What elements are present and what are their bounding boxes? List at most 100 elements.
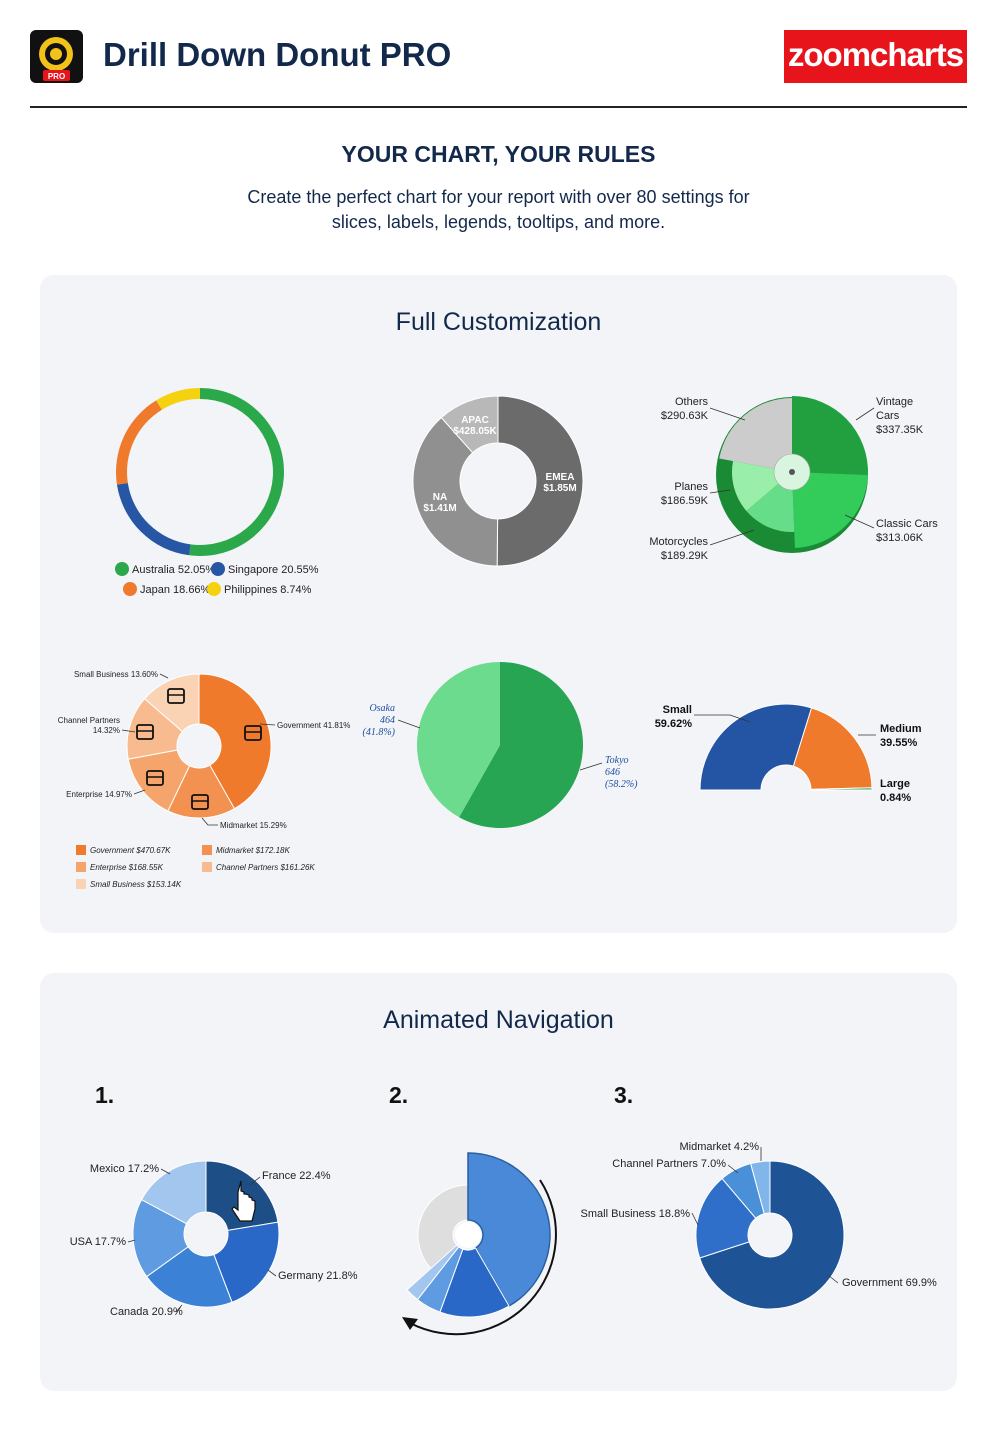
slice-label-vintage-cars-2: Cars — [876, 410, 900, 422]
step-number: 2. — [389, 1082, 409, 1108]
slice-value-apac: $428.05K — [453, 426, 497, 437]
legend-marker — [115, 562, 129, 576]
leader-line — [175, 1304, 183, 1313]
legend-marker — [76, 845, 86, 855]
animated-slice — [467, 1152, 551, 1308]
leader-line — [694, 714, 751, 723]
legend-label-japan: Japan 18.66% — [140, 584, 211, 596]
slice-japan[interactable] — [116, 400, 162, 485]
slice-label-apac: APAC — [461, 415, 489, 426]
leader-line — [259, 723, 276, 726]
leader-line — [127, 1239, 136, 1243]
slice-label-motorcycles: Motorcycles — [649, 536, 708, 548]
leader-line — [709, 407, 746, 421]
legend-label-enterprise: Enterprise $168.55K — [90, 863, 164, 872]
slice-value-osaka: 464 — [380, 715, 395, 726]
slice-singapore[interactable] — [116, 482, 191, 556]
slice-value-large: 0.84% — [880, 792, 911, 804]
slice-label-others: Others — [675, 396, 709, 408]
leader-line — [855, 407, 875, 421]
handshake-icon — [136, 724, 154, 740]
slice-label-osaka: Osaka — [369, 703, 395, 714]
slice-small[interactable] — [699, 703, 813, 791]
slice-label-france: France 22.4% — [262, 1170, 331, 1182]
slice-label-usa: USA 17.7% — [70, 1236, 126, 1248]
slice-tokyo[interactable] — [459, 662, 583, 828]
header: PRO Drill Down Donut PRO zoomcharts — [30, 28, 967, 108]
step-number: 1. — [95, 1082, 115, 1108]
legend-marker — [202, 845, 212, 855]
app-title: Drill Down Donut PRO — [103, 36, 452, 73]
leader-line — [133, 789, 146, 795]
leader-line — [160, 1168, 171, 1175]
slice-value-tokyo: 646 — [605, 767, 620, 778]
product-3d-donut-chart[interactable]: Vintage Cars $337.35K Classic Cars $313.06K M… — [620, 380, 960, 580]
leader-line — [159, 673, 169, 679]
slice-mexico[interactable] — [140, 1160, 207, 1225]
hotel-icon — [146, 770, 164, 786]
slice-philippines[interactable] — [156, 388, 200, 410]
center-dot — [789, 469, 795, 475]
animated-slice — [406, 1244, 460, 1301]
slice-label-canada: Canada 20.9% — [110, 1306, 183, 1318]
legend-label-philippines: Philippines 8.74% — [224, 584, 312, 596]
slice-value-channel-partners: 14.32% — [93, 726, 120, 735]
slice-label-midmarket: Midmarket 4.2% — [680, 1141, 760, 1153]
region-donut-chart[interactable]: EMEA$1.85M NA$1.41M APAC$428.05K — [400, 385, 600, 585]
slice-osaka[interactable] — [417, 662, 500, 818]
slice-government[interactable] — [198, 673, 272, 810]
slice-label-government: Government 41.81% — [277, 721, 350, 730]
slice-emea[interactable] — [496, 395, 584, 567]
slice-australia[interactable] — [189, 388, 284, 556]
slice-label-small: Small — [663, 704, 692, 716]
slice-value-others: $290.63K — [661, 410, 709, 422]
slice-vintage-cars[interactable] — [792, 396, 868, 475]
slice-classic-cars[interactable] — [792, 472, 868, 548]
slice-label-mexico: Mexico 17.2% — [90, 1163, 159, 1175]
slice-apac[interactable] — [440, 395, 499, 454]
center-hole — [455, 1222, 481, 1248]
hero-title: YOUR CHART, YOUR RULES — [341, 141, 656, 167]
size-half-donut-chart[interactable]: Small 59.62% Medium 39.55% Large 0.84% — [640, 690, 940, 820]
leader-line — [267, 1269, 277, 1277]
slice-canada[interactable] — [145, 1246, 233, 1308]
slice-others[interactable] — [719, 398, 792, 472]
government-icon — [244, 725, 262, 741]
country-donut-step1[interactable]: France 22.4% Germany 21.8% Canada 20.9% USA… — [60, 1150, 360, 1320]
leader-line — [727, 1164, 739, 1174]
segment-icon-donut-chart[interactable]: Government 41.81% Midmarket 15.29% Enterpr… — [50, 660, 350, 900]
slice-label-vintage-cars: Vintage — [876, 396, 913, 408]
slice-na[interactable] — [412, 416, 499, 567]
section-title: Full Customization — [395, 308, 602, 336]
legend-label-australia: Australia 52.05% — [132, 564, 215, 576]
slice-value-classic-cars: $313.06K — [876, 532, 924, 544]
leader-line — [844, 514, 875, 529]
slice-midmarket[interactable] — [750, 1160, 771, 1215]
leader-line — [121, 729, 136, 733]
legend-marker — [211, 562, 225, 576]
slice-medium[interactable] — [792, 707, 873, 790]
slice-label-tokyo: Tokyo — [605, 755, 629, 766]
segment-donut-step3[interactable]: Government 69.9% Small Business 18.8% Chan… — [580, 1135, 940, 1315]
slice-government[interactable] — [699, 1160, 845, 1310]
slice-label-large: Large — [880, 778, 910, 790]
slice-germany[interactable] — [213, 1221, 280, 1303]
slice-value-medium: 39.55% — [880, 737, 918, 749]
country-ring-chart[interactable]: Australia 52.05% Singapore 20.55% Japan 18… — [100, 380, 319, 610]
leader-line — [397, 719, 421, 729]
legend-marker — [76, 879, 86, 889]
slice-label-emea: EMEA — [546, 472, 575, 483]
leader-line — [201, 817, 218, 826]
brand-logo: zoomcharts — [784, 30, 967, 83]
slice-large[interactable] — [810, 787, 873, 791]
leader-line — [827, 1274, 839, 1284]
slice-small-business[interactable] — [695, 1177, 757, 1259]
legend-marker — [202, 862, 212, 872]
leader-line — [249, 1176, 261, 1186]
slice-usa[interactable] — [132, 1198, 189, 1278]
legend-label-midmarket: Midmarket $172.18K — [216, 846, 290, 855]
hero-subtitle: Create the perfect chart for your report… — [220, 185, 777, 235]
ghost-ring — [417, 1184, 469, 1275]
legend-label-small-business: Small Business $153.14K — [90, 880, 182, 889]
